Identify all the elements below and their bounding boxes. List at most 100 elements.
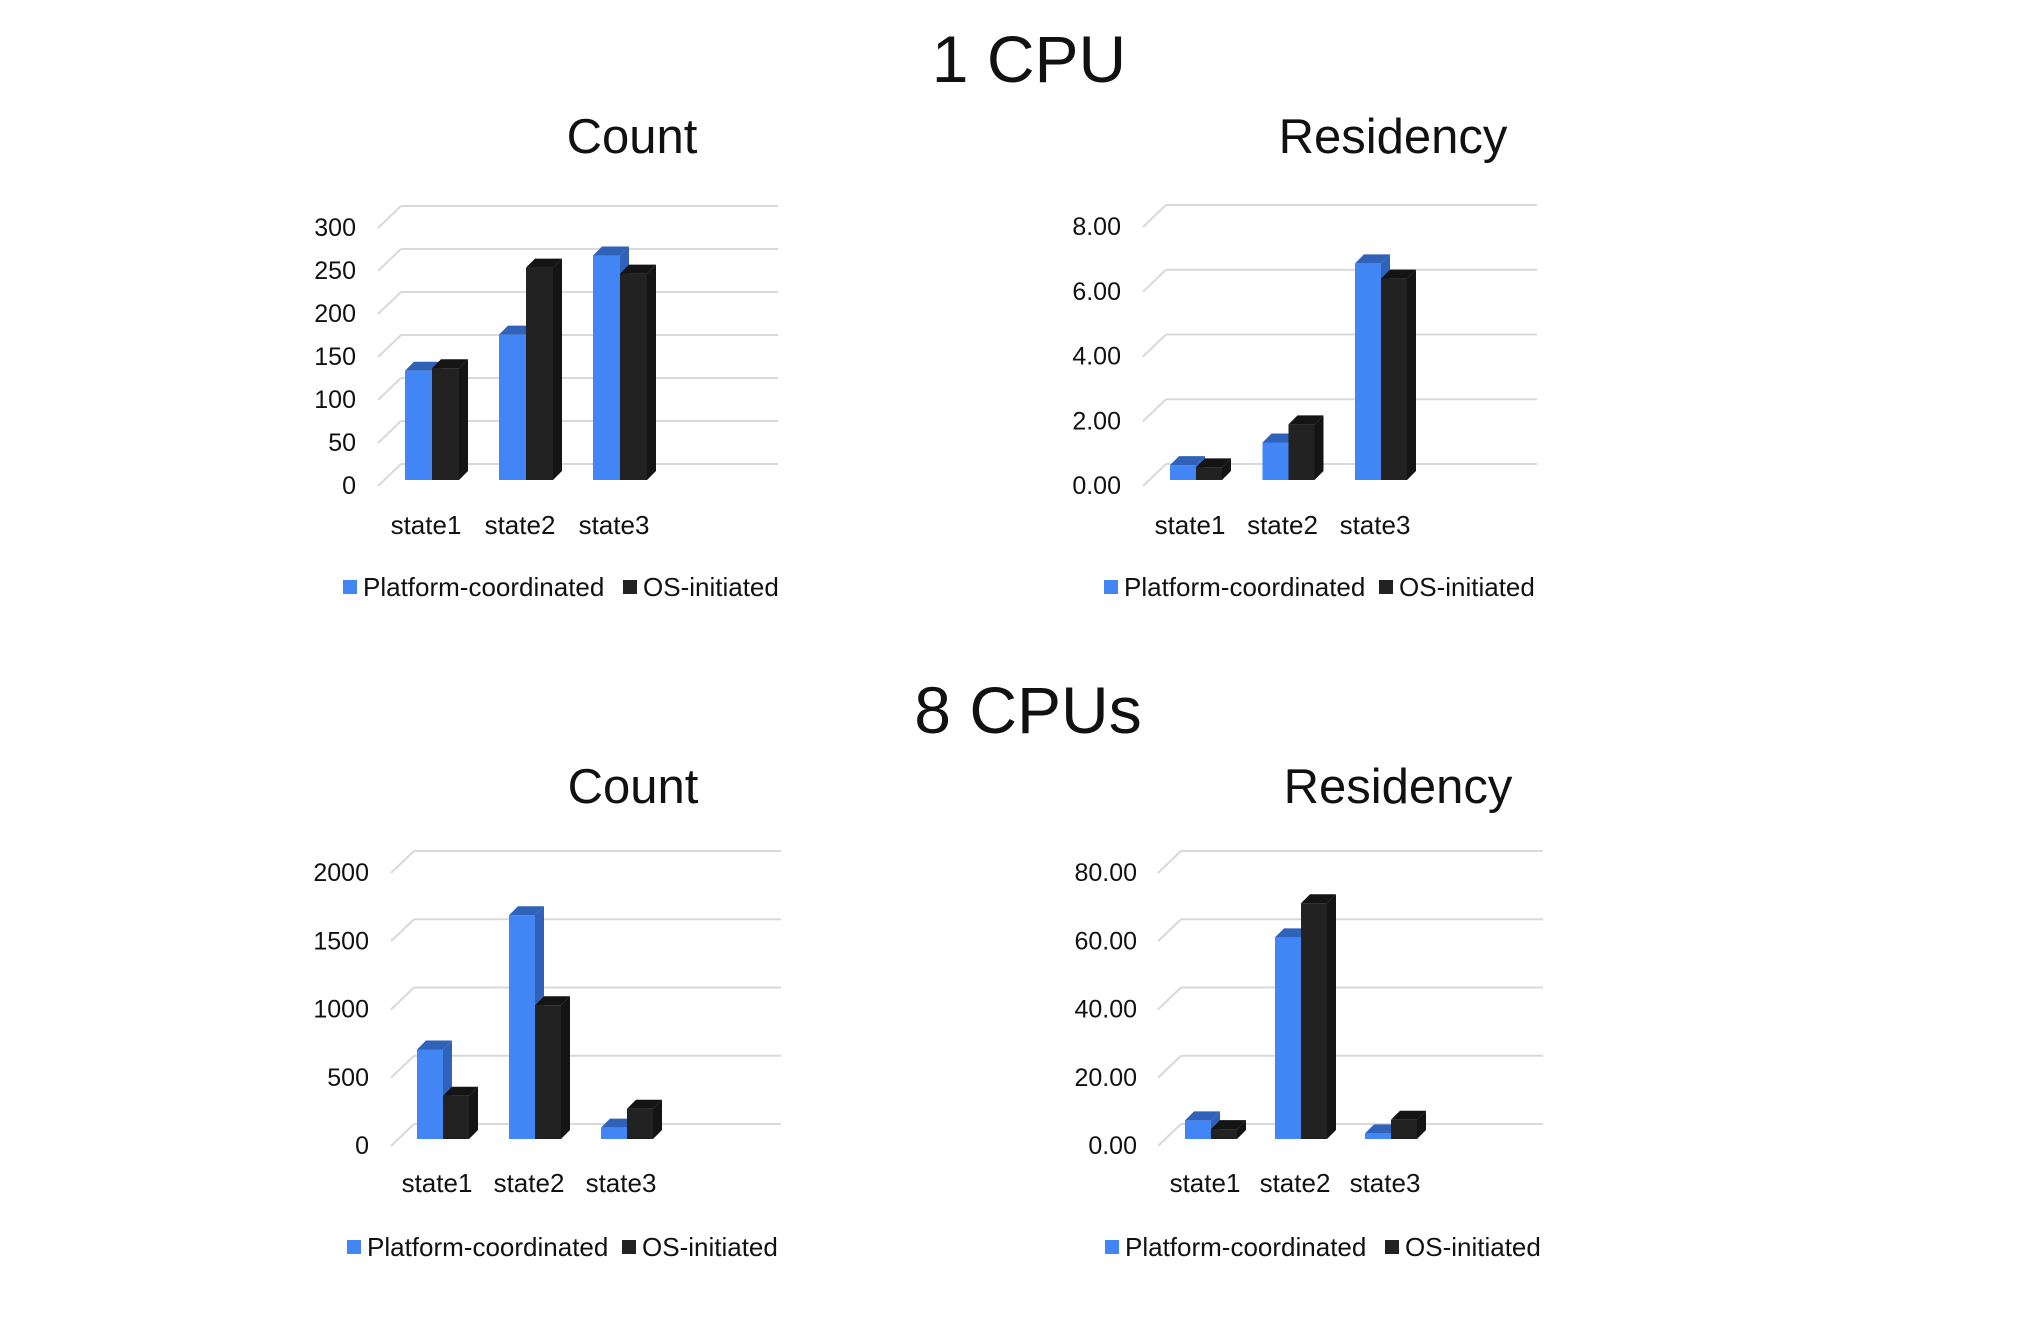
y-tick-label: 1500 — [313, 927, 369, 955]
category-label: state3 — [586, 1168, 657, 1198]
gridline-depth — [390, 986, 415, 1011]
bar-top — [443, 1086, 478, 1096]
bar-top — [526, 258, 562, 268]
bar-front — [1355, 263, 1381, 480]
y-tick-label: 40.00 — [1074, 996, 1137, 1024]
bar-front — [620, 273, 647, 480]
category-label: state3 — [1340, 510, 1411, 540]
legend-label: OS-initiated — [1399, 572, 1535, 602]
category-label: state2 — [1260, 1168, 1331, 1198]
chart-title: Residency — [1284, 760, 1513, 814]
gridline-depth — [1157, 986, 1182, 1011]
category-label: state2 — [1247, 510, 1318, 540]
y-tick-label: 6.00 — [1072, 278, 1121, 306]
bar-top — [593, 246, 629, 256]
bar-side — [1417, 1110, 1426, 1139]
gridline-depth — [390, 918, 415, 942]
group-title-1-cpu: 1 CPU — [932, 22, 1126, 96]
category-label: state3 — [579, 510, 650, 540]
y-tick-label: 20.00 — [1074, 1064, 1137, 1092]
bar-top — [1381, 269, 1416, 279]
gridline-depth — [390, 1055, 415, 1079]
y-tick-label: 200 — [314, 300, 356, 328]
gridline-depth — [377, 334, 402, 358]
bar-os-initiated-state3 — [1391, 1110, 1426, 1139]
bar-side — [469, 1086, 478, 1139]
bar-side — [1327, 894, 1336, 1139]
bar-side — [1237, 1120, 1246, 1139]
bar-front — [526, 267, 553, 480]
legend-swatch — [1105, 1240, 1119, 1254]
bar-os-initiated-state2 — [535, 996, 570, 1139]
legend-swatch — [622, 1240, 636, 1254]
legend-swatch — [343, 580, 357, 594]
bar-front — [627, 1108, 653, 1139]
chart-2-residency: Residency 0.00 2.00 4.00 6.00 8.00 state1 state… — [1072, 110, 1537, 602]
bar-front — [509, 915, 535, 1139]
bar-os-initiated-state3 — [1381, 269, 1416, 480]
gridline-depth — [1157, 918, 1182, 942]
bar-side — [647, 264, 656, 480]
gridline-depth — [1142, 463, 1167, 487]
y-tick-label: 0 — [355, 1132, 369, 1160]
legend: Platform-coordinated OS-initiated — [343, 572, 779, 602]
bar-side — [1407, 269, 1416, 480]
y-tick-label: 50 — [328, 429, 356, 457]
chart-1-count: Count 0 50 100 150 200 250 300 state1 state2 state… — [314, 110, 779, 602]
gridline-depth — [1142, 398, 1167, 422]
legend-swatch — [623, 580, 637, 594]
bar-top — [1391, 1110, 1426, 1120]
bar-front — [1170, 465, 1196, 480]
chart-title: Count — [568, 760, 699, 814]
bar-front — [601, 1127, 627, 1139]
bar-side — [1222, 458, 1231, 480]
bar-front — [593, 255, 620, 480]
bar-front — [417, 1049, 443, 1139]
category-label: state2 — [485, 510, 556, 540]
bar-side — [653, 1099, 662, 1139]
gridline-depth — [1157, 1123, 1182, 1147]
legend-label: Platform-coordinated — [1124, 572, 1365, 602]
bar-front — [432, 368, 459, 480]
y-tick-label: 60.00 — [1074, 927, 1137, 955]
gridline-depth — [377, 463, 402, 487]
bar-front — [1211, 1129, 1237, 1139]
bar-front — [499, 334, 526, 480]
bar-side — [553, 258, 562, 480]
y-tick-label: 300 — [314, 214, 356, 242]
bar-top — [627, 1099, 662, 1109]
gridline-depth — [377, 291, 402, 315]
legend: Platform-coordinated OS-initiated — [347, 1232, 778, 1262]
category-label: state2 — [494, 1168, 565, 1198]
gridline-depth — [377, 205, 402, 229]
legend-label: Platform-coordinated — [1125, 1232, 1366, 1262]
bar-os-initiated-state1 — [1211, 1120, 1246, 1139]
gridline-depth — [377, 420, 402, 444]
chart-4-residency: Residency 0.00 20.00 40.00 60.00 80.00 state1 s… — [1074, 760, 1543, 1262]
bar-os-initiated-state1 — [432, 359, 468, 480]
bar-os-initiated-state2 — [1301, 894, 1336, 1139]
bar-top — [432, 359, 468, 369]
legend-label: OS-initiated — [643, 572, 779, 602]
y-tick-label: 0 — [342, 472, 356, 500]
category-label: state1 — [1155, 510, 1226, 540]
category-label: state1 — [402, 1168, 473, 1198]
y-tick-label: 1000 — [313, 996, 369, 1024]
gridline-depth — [1142, 333, 1167, 358]
bar-top — [1170, 456, 1205, 466]
gridline-depth — [1142, 204, 1167, 228]
gridline-depth — [390, 850, 415, 874]
legend-label: Platform-coordinated — [363, 572, 604, 602]
bar-front — [405, 370, 432, 480]
bar-os-initiated-state2 — [526, 258, 562, 480]
legend-swatch — [347, 1240, 361, 1254]
bar-front — [535, 1005, 561, 1139]
bar-os-initiated-state3 — [627, 1099, 662, 1139]
bar-front — [1391, 1119, 1417, 1139]
chart-title: Residency — [1279, 110, 1508, 164]
bar-top — [1301, 894, 1336, 904]
y-tick-label: 0.00 — [1072, 472, 1121, 500]
gridline-depth — [1142, 269, 1167, 293]
bar-top — [1355, 254, 1390, 264]
